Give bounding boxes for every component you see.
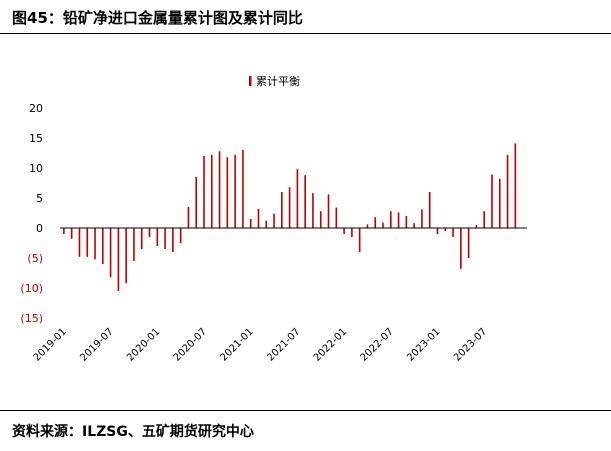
bar-2019-08 xyxy=(117,228,120,291)
legend-label: 累计平衡 xyxy=(256,75,300,88)
bar-2021-03 xyxy=(265,220,268,228)
bar-2022-02 xyxy=(351,228,353,237)
bar-2021-02 xyxy=(257,208,260,228)
bar-2022-03 xyxy=(358,228,361,252)
title-divider xyxy=(0,33,611,34)
bar-2021-06 xyxy=(288,187,291,228)
x-tick-label: 2019-01 xyxy=(32,326,69,363)
bar-2019-02 xyxy=(70,228,73,239)
legend: 累计平衡 xyxy=(249,75,300,88)
bar-2020-09 xyxy=(218,151,221,228)
bar-2021-08 xyxy=(304,175,306,228)
bar-2020-05 xyxy=(187,207,190,228)
bar-2019-09 xyxy=(125,228,127,284)
x-tick-label: 2023-01 xyxy=(405,326,442,363)
bar-2021-12 xyxy=(335,207,338,228)
bar-2019-05 xyxy=(94,228,96,260)
bar-2022-06 xyxy=(382,222,384,228)
x-tick-label: 2022-07 xyxy=(359,326,396,363)
bar-2019-04 xyxy=(86,228,89,257)
bar-2021-11 xyxy=(327,194,330,228)
x-tick-label: 2020-01 xyxy=(125,326,162,363)
y-tick-label: (5) xyxy=(27,252,43,265)
bar-2023-02 xyxy=(444,228,447,231)
bar-2019-10 xyxy=(133,228,135,261)
bar-2021-07 xyxy=(296,169,299,228)
x-tick-label: 2019-07 xyxy=(78,326,115,363)
x-axis-labels: 2019-01 2019-07 2020-01 2020-07 2021-01 2021-… xyxy=(32,326,490,363)
bar-2023-01 xyxy=(436,228,439,234)
bar-2023-04 xyxy=(460,228,462,269)
x-tick-label: 2021-01 xyxy=(218,326,255,363)
x-tick-label: 2023-07 xyxy=(452,326,489,363)
bar-2019-06 xyxy=(102,228,104,264)
y-axis-labels: 20 15 10 5 0 (5) (10) (15) xyxy=(20,102,43,325)
legend-swatch xyxy=(249,76,252,86)
figure-title: 图45：铅矿净进口金属量累计图及累计同比 xyxy=(12,9,303,27)
bar-2020-06 xyxy=(195,177,198,228)
bar-2020-07 xyxy=(203,156,205,228)
x-tick-label: 2020-07 xyxy=(172,326,209,363)
x-tick-label: 2022-01 xyxy=(312,326,349,363)
y-tick-label: 20 xyxy=(29,102,43,115)
bar-2022-04 xyxy=(366,224,369,228)
bar-2022-10 xyxy=(413,223,415,228)
source-divider xyxy=(0,410,611,411)
bar-2023-10 xyxy=(506,154,509,228)
source-note: 资料来源：ILZSG、五矿期货研究中心 xyxy=(12,424,254,440)
y-tick-label: (15) xyxy=(20,312,43,325)
bar-2020-01 xyxy=(156,228,159,246)
y-tick-label: (10) xyxy=(20,282,43,295)
bar-2022-05 xyxy=(374,217,377,228)
bar-2021-10 xyxy=(319,211,322,228)
y-tick-label: 15 xyxy=(29,132,43,145)
bar-2020-04 xyxy=(179,228,182,243)
bar-2023-03 xyxy=(452,228,454,237)
bar-2021-04 xyxy=(273,213,275,228)
bar-2022-12 xyxy=(428,192,431,228)
bar-2020-10 xyxy=(226,157,229,228)
bar-2021-05 xyxy=(281,192,283,228)
bar-2023-06 xyxy=(475,225,478,228)
bar-2020-08 xyxy=(210,154,213,228)
bar-2023-09 xyxy=(498,178,501,228)
bar-2020-12 xyxy=(242,150,244,228)
bar-2022-11 xyxy=(421,209,423,228)
bar-2019-03 xyxy=(78,228,81,257)
bar-2022-09 xyxy=(405,216,408,228)
bar-2021-01 xyxy=(249,219,252,228)
bar-2019-01 xyxy=(63,228,65,234)
bar-2023-05 xyxy=(467,228,470,258)
y-tick-label: 10 xyxy=(29,162,43,175)
y-tick-label: 5 xyxy=(36,192,43,205)
y-tick-label: 0 xyxy=(36,222,43,235)
x-tick-label: 2021-07 xyxy=(265,326,302,363)
bar-2021-09 xyxy=(312,193,314,228)
bar-2023-07 xyxy=(483,211,485,228)
bar-2022-07 xyxy=(389,211,392,228)
bar-series xyxy=(63,143,517,291)
bar-2023-08 xyxy=(491,174,493,228)
bar-2019-11 xyxy=(140,228,143,249)
bar-2020-02 xyxy=(164,228,166,249)
bar-2019-07 xyxy=(109,228,112,278)
bar-2023-11 xyxy=(514,143,517,228)
bar-2020-03 xyxy=(172,228,174,252)
bar-2022-01 xyxy=(343,228,345,234)
bar-2022-08 xyxy=(397,212,400,228)
bar-2019-12 xyxy=(148,228,151,237)
bar-2020-11 xyxy=(234,154,236,228)
